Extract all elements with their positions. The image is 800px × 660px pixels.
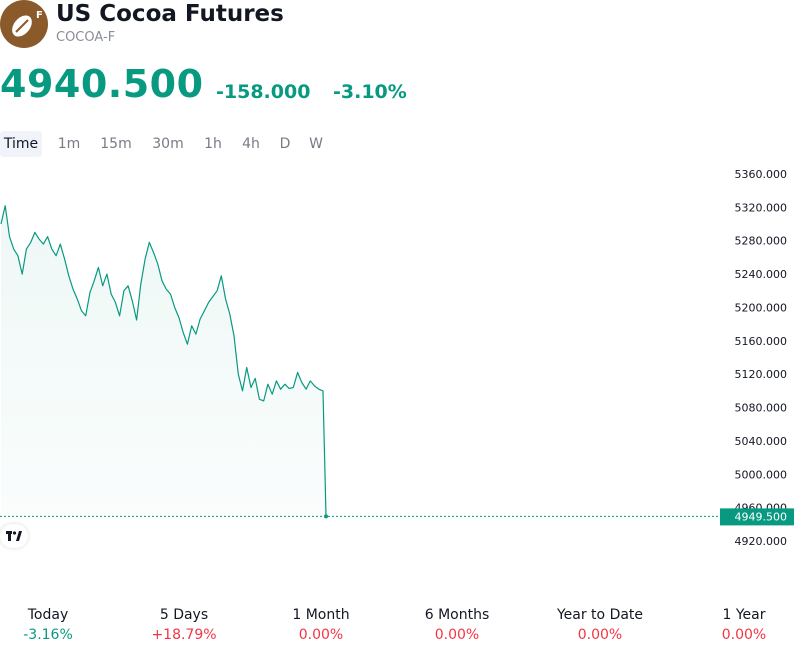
period-label: 6 Months bbox=[424, 607, 490, 623]
last-value-label: 4949.500 bbox=[735, 510, 788, 523]
y-tick-label: 4920.000 bbox=[735, 535, 788, 548]
period-1-month[interactable]: 1 Month 0.00% bbox=[256, 604, 386, 644]
price-chart-svg[interactable]: 5360.000 5320.000 5280.000 5240.000 5200.000… bbox=[0, 160, 800, 560]
period-value: 0.00% bbox=[434, 627, 480, 643]
tradingview-logo-icon[interactable] bbox=[0, 524, 28, 548]
period-label: Today bbox=[27, 607, 69, 623]
header: F US Cocoa Futures COCOA-F bbox=[0, 0, 800, 60]
price-chart[interactable]: 5360.000 5320.000 5280.000 5240.000 5200.000… bbox=[0, 160, 800, 560]
instrument-title: US Cocoa Futures bbox=[56, 1, 284, 27]
y-tick-label: 5240.000 bbox=[735, 268, 788, 281]
y-tick-label: 5040.000 bbox=[735, 435, 788, 448]
interval-selector: Time 1m 15m 30m 1h 4h D W bbox=[0, 131, 800, 157]
period-value: 0.00% bbox=[577, 627, 623, 643]
series-line bbox=[0, 205, 327, 517]
y-tick-label: 5120.000 bbox=[735, 368, 788, 381]
period-year-to-date[interactable]: Year to Date 0.00% bbox=[535, 604, 665, 644]
interval-4h[interactable]: 4h bbox=[242, 136, 260, 152]
last-price: 4940.500 bbox=[0, 62, 204, 106]
y-tick-label: 5320.000 bbox=[735, 201, 788, 214]
last-value-badge bbox=[720, 508, 794, 526]
interval-week[interactable]: W bbox=[309, 136, 323, 152]
price-change-percent: -3.10% bbox=[333, 81, 407, 103]
period-value: -3.16% bbox=[23, 627, 73, 643]
y-tick-label: 5160.000 bbox=[735, 335, 788, 348]
y-tick-label: 5000.000 bbox=[735, 468, 788, 481]
instrument-ticker: COCOA-F bbox=[56, 30, 116, 45]
period-label: 5 Days bbox=[159, 607, 209, 623]
price-change: -158.000 bbox=[216, 81, 311, 103]
logo-letter: F bbox=[36, 10, 43, 21]
y-tick-label: 5360.000 bbox=[735, 168, 788, 181]
performance-periods: Today -3.16% 5 Days +18.79% 1 Month 0.00… bbox=[0, 604, 800, 660]
interval-1h[interactable]: 1h bbox=[204, 136, 222, 152]
period-value: 0.00% bbox=[298, 627, 344, 643]
cocoa-bean-logo-icon: F bbox=[0, 0, 48, 48]
last-value-dot bbox=[324, 514, 328, 519]
interval-1m[interactable]: 1m bbox=[57, 136, 81, 152]
period-value: 0.00% bbox=[721, 627, 767, 643]
quote-row: 4940.500 -158.000 -3.10% bbox=[0, 62, 800, 110]
period-label: 1 Year bbox=[722, 607, 766, 623]
interval-15m[interactable]: 15m bbox=[100, 136, 132, 152]
period-value: +18.79% bbox=[151, 627, 217, 643]
period-6-months[interactable]: 6 Months 0.00% bbox=[392, 604, 522, 644]
series-area bbox=[1, 205, 326, 517]
period-label: 1 Month bbox=[292, 607, 350, 623]
y-tick-label: 5200.000 bbox=[735, 301, 788, 314]
y-tick-label: 5280.000 bbox=[735, 235, 788, 248]
period-5-days[interactable]: 5 Days +18.79% bbox=[119, 604, 249, 644]
period-today[interactable]: Today -3.16% bbox=[0, 604, 113, 644]
interval-day[interactable]: D bbox=[279, 136, 291, 152]
interval-30m[interactable]: 30m bbox=[152, 136, 184, 152]
interval-time[interactable]: Time bbox=[0, 131, 42, 157]
period-label: Year to Date bbox=[556, 607, 644, 623]
y-tick-label: 5080.000 bbox=[735, 402, 788, 415]
period-1-year[interactable]: 1 Year 0.00% bbox=[679, 604, 800, 644]
